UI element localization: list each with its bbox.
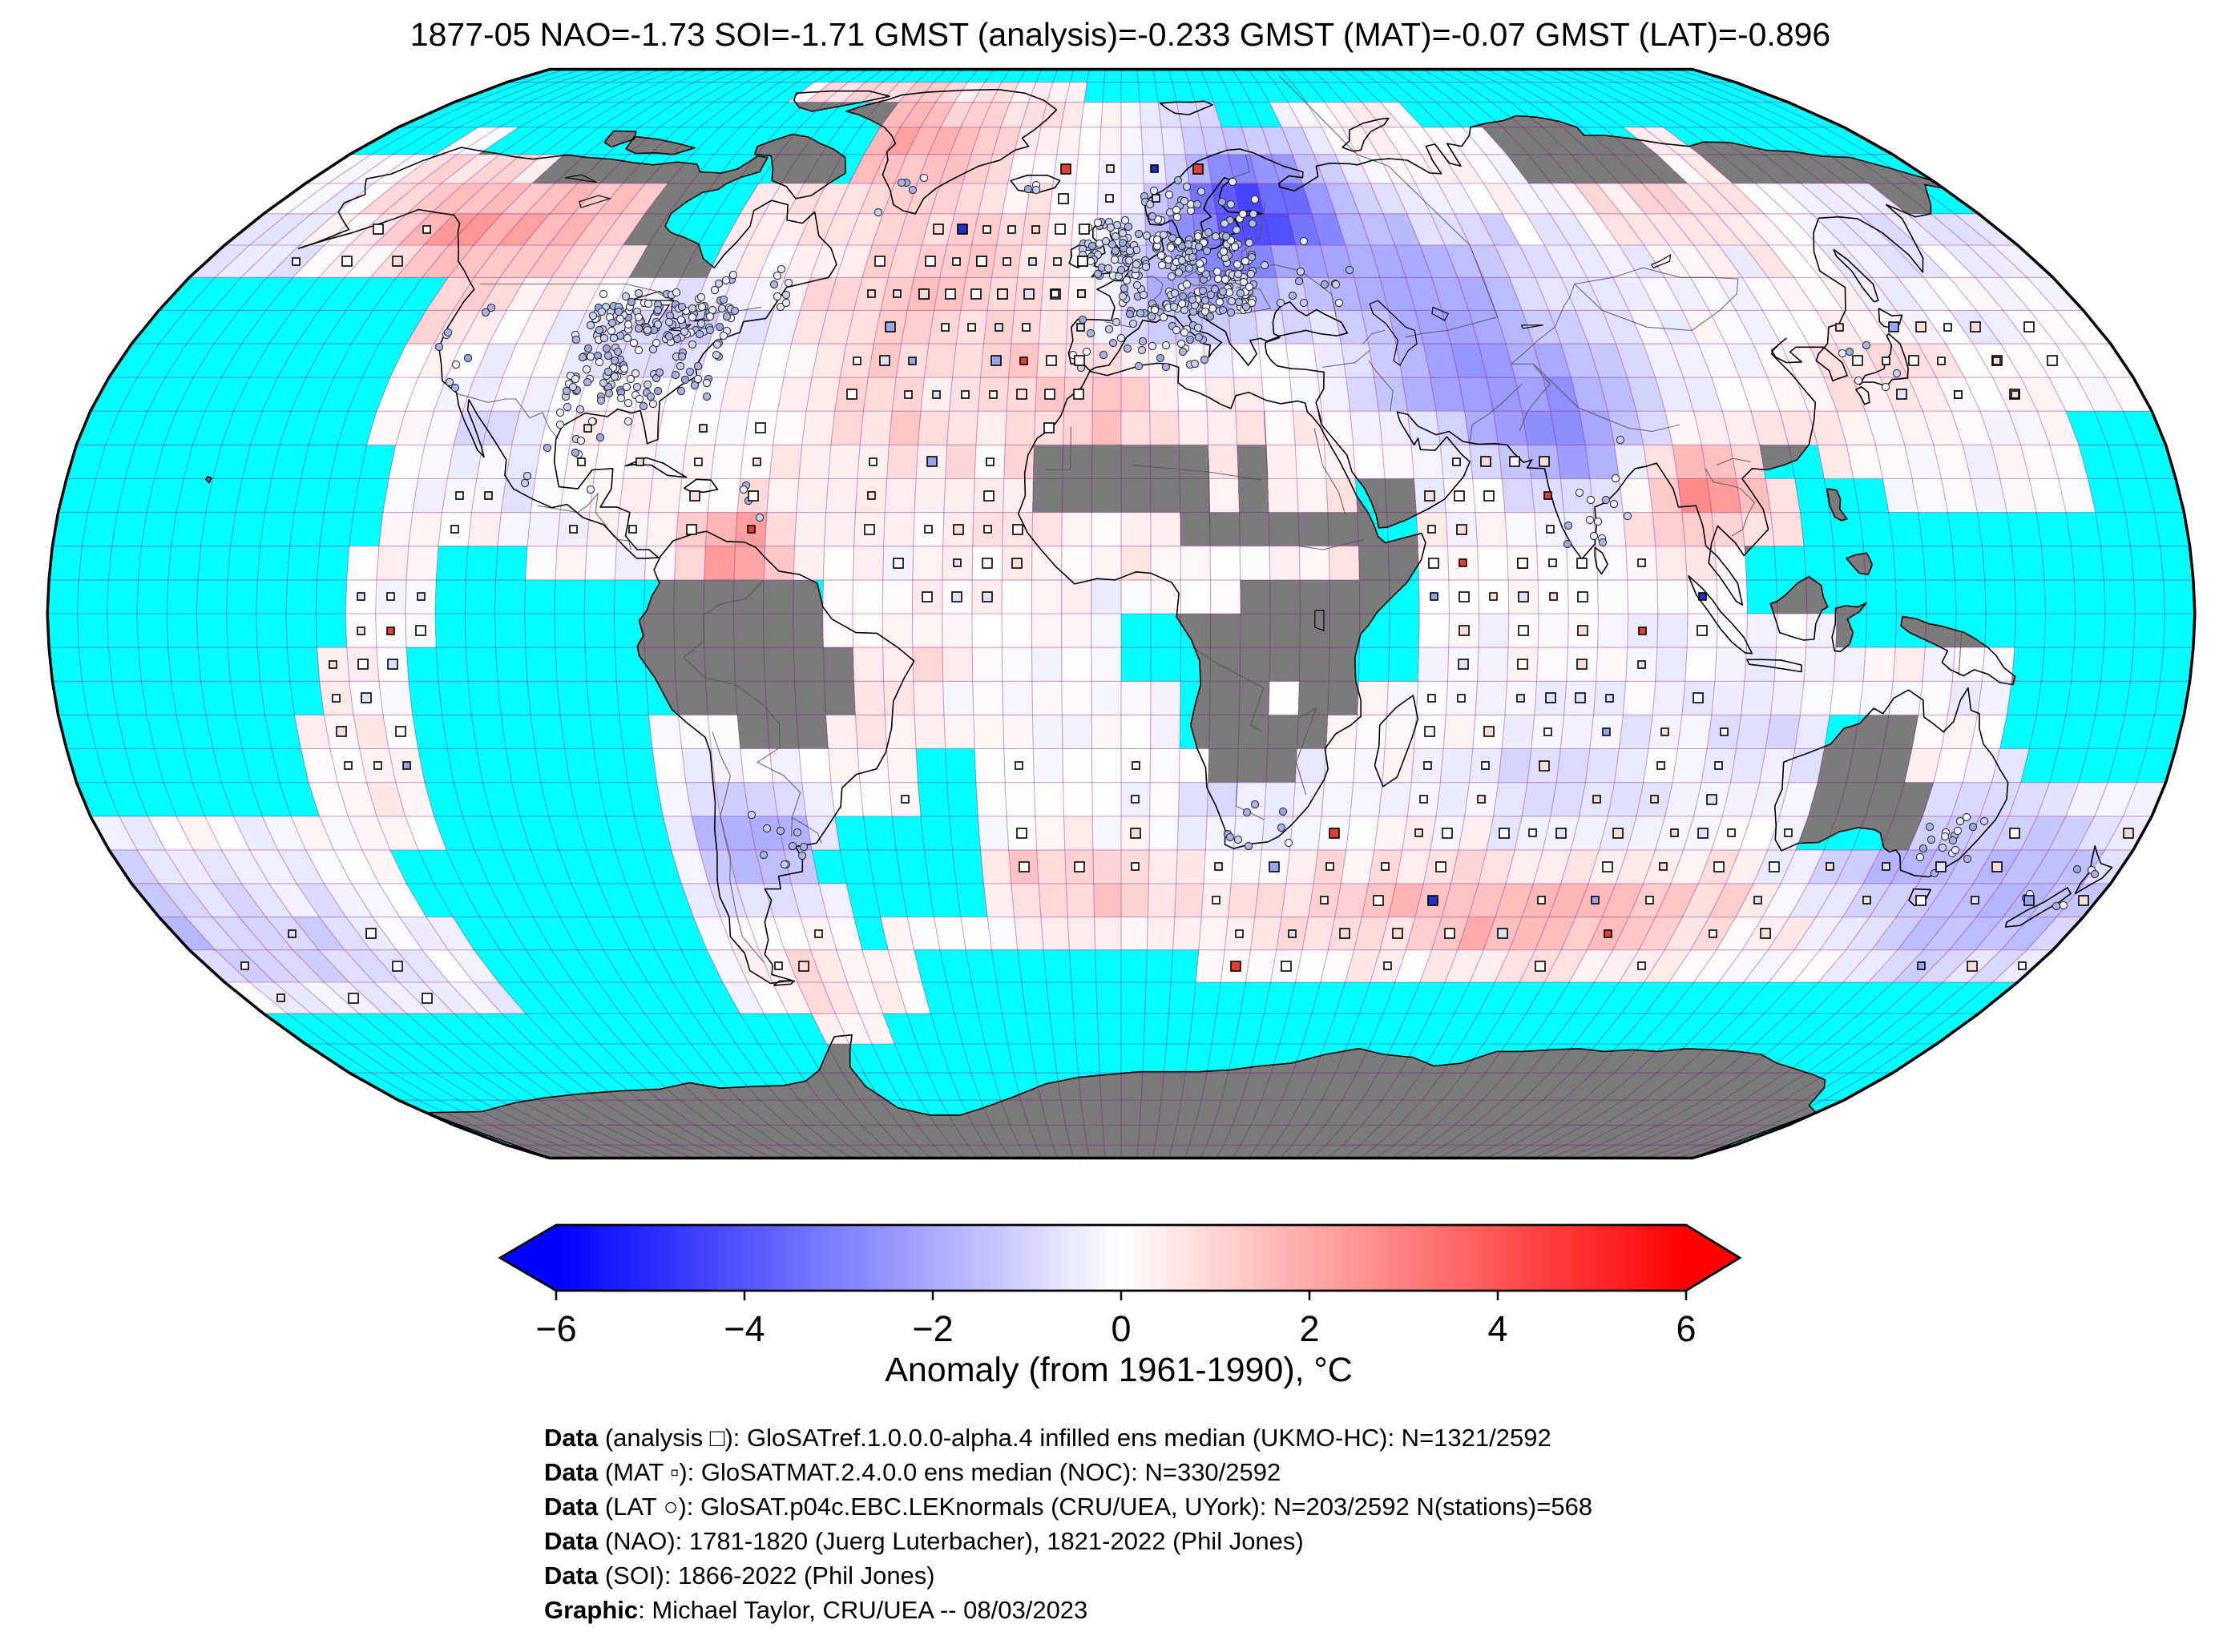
svg-text:1877-05 NAO=-1.73 SOI=-1.71 GM: 1877-05 NAO=-1.73 SOI=-1.71 GMST (analys… xyxy=(410,16,1830,53)
svg-text:Data (NAO): 1781-1820 (Juerg L: Data (NAO): 1781-1820 (Juerg Luterbacher… xyxy=(544,1527,1304,1555)
svg-text:−4: −4 xyxy=(724,1308,765,1349)
svg-text:Data (SOI): 1866-2022 (Phil Jo: Data (SOI): 1866-2022 (Phil Jones) xyxy=(544,1561,935,1590)
svg-text:−2: −2 xyxy=(912,1308,953,1349)
svg-text:4: 4 xyxy=(1487,1308,1507,1349)
svg-text:Data (MAT ▫): GloSATMAT.2.4.0.: Data (MAT ▫): GloSATMAT.2.4.0.0 ens medi… xyxy=(544,1458,1281,1486)
svg-text:6: 6 xyxy=(1676,1308,1696,1349)
svg-text:Data (analysis □): GloSATref.1: Data (analysis □): GloSATref.1.0.0.0-alp… xyxy=(544,1424,1551,1452)
svg-text:2: 2 xyxy=(1299,1308,1319,1349)
svg-text:−6: −6 xyxy=(535,1308,576,1349)
svg-text:0: 0 xyxy=(1111,1308,1131,1349)
svg-text:Graphic: Michael Taylor, CRU/U: Graphic: Michael Taylor, CRU/UEA -- 08/0… xyxy=(544,1596,1087,1624)
svg-text:Anomaly (from 1961-1990), °C: Anomaly (from 1961-1990), °C xyxy=(885,1351,1353,1389)
svg-text:Data (LAT ○): GloSAT.p04c.EBC.: Data (LAT ○): GloSAT.p04c.EBC.LEKnormals… xyxy=(544,1493,1592,1521)
